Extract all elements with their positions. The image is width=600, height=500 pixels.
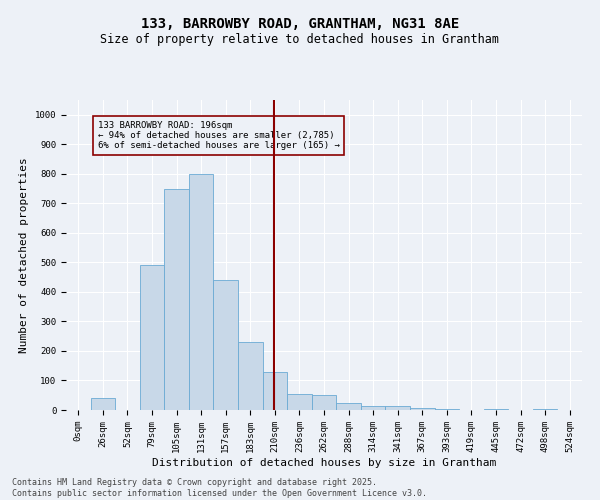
Text: 133, BARROWBY ROAD, GRANTHAM, NG31 8AE: 133, BARROWBY ROAD, GRANTHAM, NG31 8AE bbox=[141, 18, 459, 32]
Bar bbox=[91, 398, 115, 410]
Bar bbox=[164, 188, 189, 410]
Bar bbox=[189, 174, 214, 410]
Bar bbox=[434, 408, 459, 410]
Bar bbox=[238, 342, 263, 410]
X-axis label: Distribution of detached houses by size in Grantham: Distribution of detached houses by size … bbox=[152, 458, 496, 468]
Bar bbox=[484, 408, 508, 410]
Bar bbox=[533, 408, 557, 410]
Bar bbox=[263, 372, 287, 410]
Text: 133 BARROWBY ROAD: 196sqm
← 94% of detached houses are smaller (2,785)
6% of sem: 133 BARROWBY ROAD: 196sqm ← 94% of detac… bbox=[98, 120, 340, 150]
Y-axis label: Number of detached properties: Number of detached properties bbox=[19, 157, 29, 353]
Text: Size of property relative to detached houses in Grantham: Size of property relative to detached ho… bbox=[101, 32, 499, 46]
Text: Contains HM Land Registry data © Crown copyright and database right 2025.
Contai: Contains HM Land Registry data © Crown c… bbox=[12, 478, 427, 498]
Bar bbox=[336, 402, 361, 410]
Bar bbox=[140, 266, 164, 410]
Bar bbox=[214, 280, 238, 410]
Bar bbox=[312, 395, 336, 410]
Bar bbox=[287, 394, 312, 410]
Bar bbox=[361, 406, 385, 410]
Bar bbox=[410, 408, 434, 410]
Bar bbox=[385, 406, 410, 410]
